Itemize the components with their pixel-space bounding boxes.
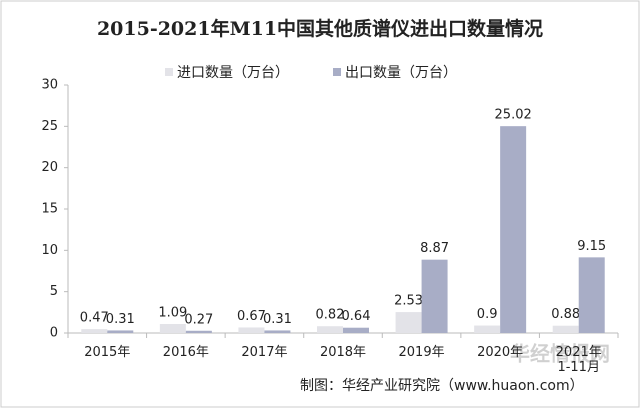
value-label: 1.09 (158, 305, 187, 320)
value-label: 9.15 (577, 239, 606, 254)
value-label: 0.27 (184, 312, 213, 327)
y-tick-label: 15 (41, 202, 58, 217)
bar (81, 329, 108, 333)
value-label: 0.82 (316, 308, 345, 323)
legend-label: 出口数量（万台） (345, 65, 457, 81)
watermark: 华经情报网 (510, 342, 610, 366)
value-label: 25.02 (495, 108, 532, 123)
value-label: 0.9 (477, 307, 498, 322)
legend-swatch (165, 68, 173, 76)
y-tick-label: 20 (41, 160, 58, 175)
bar (159, 323, 186, 333)
x-tick-label: 2015年 (84, 345, 131, 360)
bar (343, 327, 369, 333)
value-label: 8.87 (420, 241, 449, 256)
y-tick-label: 10 (41, 243, 58, 258)
legend-swatch (333, 68, 341, 76)
value-label: 0.31 (263, 312, 292, 327)
bar (474, 325, 501, 333)
bar (185, 330, 212, 333)
source: 制图：华经产业研究院（www.huaon.com） (300, 378, 584, 394)
bar (552, 325, 579, 333)
bar (107, 330, 134, 333)
bar (578, 257, 605, 333)
chart-title: 2015-2021年M11中国其他质谱仪进出口数量情况 (97, 17, 543, 40)
value-label: 0.47 (80, 311, 109, 326)
bar (317, 326, 343, 333)
y-tick-label: 5 (50, 284, 58, 299)
legend-label: 进口数量（万台） (177, 65, 289, 81)
value-label: 0.88 (551, 307, 580, 322)
y-tick-label: 0 (50, 326, 58, 341)
bar (500, 126, 527, 333)
x-tick-label: 2021年 1-11月 (555, 345, 602, 375)
y-tick-label: 30 (41, 78, 58, 93)
value-label: 2.53 (394, 294, 423, 309)
x-tick-label: 2017年 (241, 345, 288, 360)
value-label: 0.67 (237, 309, 266, 324)
bar (421, 259, 448, 333)
x-tick-label: 2020年 (477, 345, 524, 360)
value-label: 0.64 (342, 309, 371, 324)
x-tick-label: 2016年 (162, 345, 209, 360)
bar (395, 312, 422, 333)
x-tick-label: 2019年 (398, 345, 445, 360)
bar (238, 327, 265, 333)
bar (264, 330, 291, 333)
value-label: 0.31 (106, 312, 135, 327)
y-tick-label: 25 (41, 119, 58, 134)
x-tick-label: 2018年 (319, 345, 367, 360)
